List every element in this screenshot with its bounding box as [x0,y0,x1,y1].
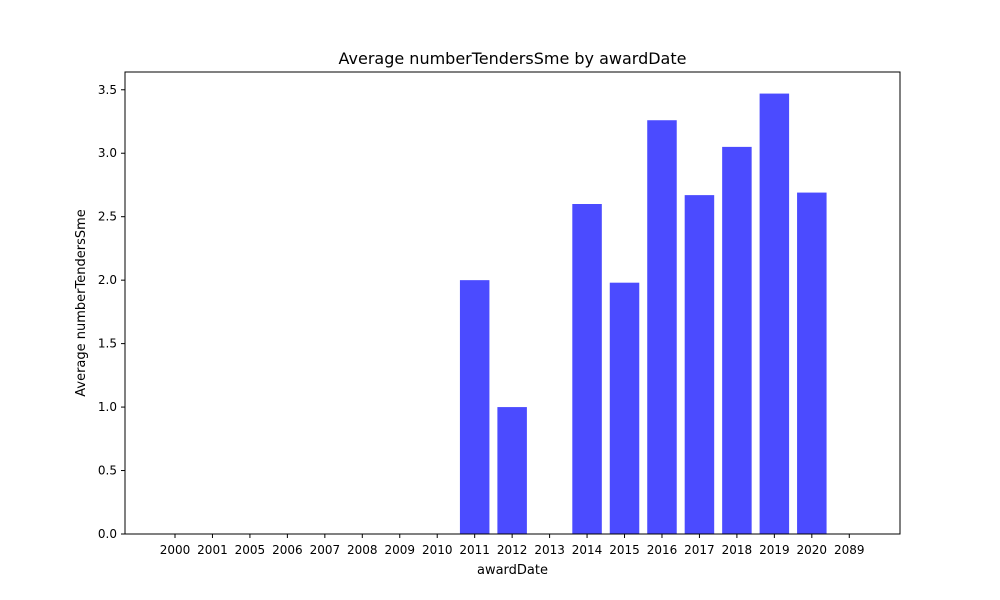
x-tick-label-2015: 2015 [609,543,640,557]
bar-2015 [609,282,640,534]
y-tick-label-0.0: 0.0 [98,527,117,541]
y-tick-label-1.0: 1.0 [98,400,117,414]
bar-2016 [647,120,677,534]
x-tick-label-2008: 2008 [347,543,378,557]
y-tick-label-2.5: 2.5 [98,210,117,224]
y-tick-label-1.5: 1.5 [98,337,117,351]
bar-2012 [497,407,527,534]
bar-2011 [459,280,490,534]
chart-title: Average numberTendersSme by awardDate [339,49,687,68]
x-tick-label-2017: 2017 [684,543,715,557]
y-tick-label-2.0: 2.0 [98,273,117,287]
bar-2014 [572,204,602,534]
y-tick-label-0.5: 0.5 [98,464,117,478]
y-axis: 0.0 0.5 1.0 1.5 2.0 2.5 3.0 3.5 [98,83,125,541]
x-axis: 2000 2001 2005 2006 2007 2008 2009 2010 2011 2012… [160,534,865,557]
x-tick-label-2012: 2012 [497,543,528,557]
x-tick-label-2016: 2016 [647,543,678,557]
y-axis-label: Average numberTendersSme [74,209,89,397]
x-tick-label-2019: 2019 [759,543,790,557]
x-axis-label: awardDate [477,563,548,578]
x-tick-label-2013: 2013 [534,543,565,557]
bar-2017 [684,195,715,534]
y-tick-label-3.5: 3.5 [98,83,117,97]
x-tick-label-2007: 2007 [310,543,341,557]
bar-2018 [722,146,752,534]
x-tick-label-2020: 2020 [797,543,828,557]
x-tick-label-2009: 2009 [384,543,415,557]
x-tick-label-2001: 2001 [197,543,228,557]
x-tick-label-2011: 2011 [459,543,490,557]
x-tick-label-2000: 2000 [160,543,191,557]
x-tick-label-2014: 2014 [572,543,603,557]
bar-2019 [759,93,790,534]
x-tick-label-2005: 2005 [235,543,266,557]
bars-layer [459,93,827,534]
x-tick-label-2018: 2018 [722,543,753,557]
y-tick-label-3.0: 3.0 [98,146,117,160]
bar-2020 [797,192,827,534]
x-tick-label-2010: 2010 [422,543,453,557]
x-tick-label-2006: 2006 [272,543,303,557]
x-tick-label-2089: 2089 [834,543,865,557]
